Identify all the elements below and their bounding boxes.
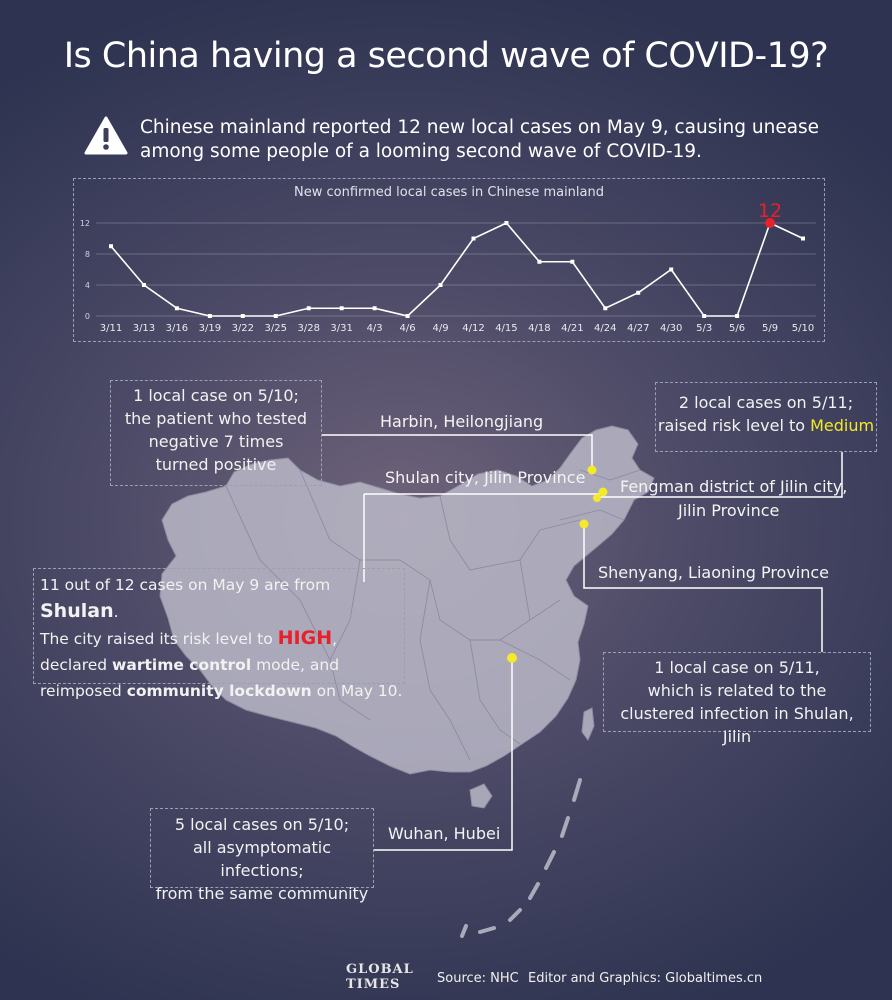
place-shulan: Shulan city, Jilin Province: [385, 468, 586, 487]
data-point: [174, 306, 179, 311]
data-point: [801, 236, 805, 241]
highlight-label: 12: [758, 200, 782, 222]
wuhan-marker: [507, 653, 517, 663]
data-point-highlight: [765, 218, 776, 228]
x-tick-label: 3/28: [297, 323, 319, 334]
province-borders: [225, 469, 641, 761]
data-point: [240, 314, 245, 318]
x-tick-label: 5/3: [696, 323, 712, 334]
page-title: Is China having a second wave of COVID-1…: [63, 36, 829, 76]
chart-title: New confirmed local cases in Chinese mai…: [294, 185, 604, 200]
global-times-logo: GLOBAL TIMES: [346, 962, 414, 992]
place-fengman-2: Jilin Province: [678, 501, 780, 520]
data-point: [636, 290, 641, 295]
x-tick-label: 3/22: [232, 323, 254, 334]
shenyang-callout: 1 local case on 5/11, which is related t…: [603, 652, 871, 746]
warning-icon: [84, 116, 128, 155]
shulan-marker: [598, 487, 608, 497]
place-fengman-1: Fengman district of Jilin city,: [620, 477, 848, 496]
data-point: [537, 259, 542, 264]
shenyang-marker: [579, 519, 589, 529]
city-markers: [507, 465, 608, 663]
x-tick-label: 5/10: [792, 323, 814, 334]
harbin-marker: [587, 465, 597, 475]
place-wuhan: Wuhan, Hubei: [388, 824, 501, 843]
x-tick-label: 3/11: [100, 323, 122, 334]
data-point: [702, 314, 707, 318]
x-tick-label: 4/12: [462, 323, 484, 334]
data-point: [438, 283, 443, 287]
x-tick-label: 4/9: [432, 323, 448, 334]
x-tick-label: 3/19: [199, 323, 221, 334]
place-harbin: Harbin, Heilongjiang: [380, 412, 544, 431]
credit-text: Editor and Graphics: Globaltimes.cn: [528, 971, 763, 986]
x-tick-label: 5/6: [729, 323, 745, 334]
data-point: [306, 306, 311, 311]
data-point: [570, 259, 575, 264]
y-tick-label: 12: [80, 219, 90, 228]
shulan-callout: 11 out of 12 cases on May 9 are from Shu…: [33, 568, 405, 700]
x-tick-label: 5/9: [762, 323, 778, 334]
x-tick-label: 4/21: [561, 323, 583, 334]
y-tick-label: 8: [85, 250, 90, 259]
data-point: [141, 283, 146, 287]
data-point: [109, 244, 113, 249]
x-tick-label: 3/31: [330, 323, 352, 334]
x-tick-label: 4/30: [660, 323, 682, 334]
data-point: [207, 314, 212, 318]
x-tick-label: 4/6: [400, 323, 416, 334]
sea-dashes: [460, 778, 582, 938]
chart-panel: New confirmed local cases in Chinese mai…: [73, 178, 825, 342]
intro-text: Chinese mainland reported 12 new local c…: [140, 117, 820, 162]
x-tick-label: 4/27: [627, 323, 649, 334]
data-point: [504, 221, 509, 225]
harbin-callout: 1 local case on 5/10; the patient who te…: [110, 380, 322, 486]
y-tick-label: 0: [85, 312, 90, 321]
fengman-callout: 2 local cases on 5/11; raised risk level…: [655, 382, 877, 452]
source-text: Source: NHC: [437, 971, 519, 986]
x-tick-label: 4/24: [594, 323, 616, 334]
data-point: [372, 306, 377, 311]
data-point: [273, 314, 278, 318]
x-tick-label: 4/3: [367, 323, 383, 334]
map-land: [159, 425, 655, 809]
data-point: [603, 306, 608, 311]
data-point: [405, 314, 410, 318]
wuhan-callout: 5 local cases on 5/10; all asymptomatic …: [150, 808, 374, 903]
x-tick-label: 4/18: [528, 323, 550, 334]
data-point: [471, 236, 476, 241]
data-point: [339, 306, 344, 311]
x-tick-label: 4/15: [495, 323, 517, 334]
data-point: [669, 267, 674, 272]
data-point: [735, 314, 740, 318]
x-tick-label: 3/16: [166, 323, 188, 334]
y-tick-label: 4: [85, 281, 90, 290]
fengman-marker: [593, 494, 601, 502]
place-shenyang: Shenyang, Liaoning Province: [598, 563, 830, 582]
x-tick-label: 3/13: [133, 323, 155, 334]
x-tick-label: 3/25: [265, 323, 287, 334]
series-line: [110, 221, 804, 317]
line-chart: 0 4 8 12 3/11 3/13 3/16 3/19 3/22 3/25 3/28 3/31 4/3…: [80, 200, 816, 334]
